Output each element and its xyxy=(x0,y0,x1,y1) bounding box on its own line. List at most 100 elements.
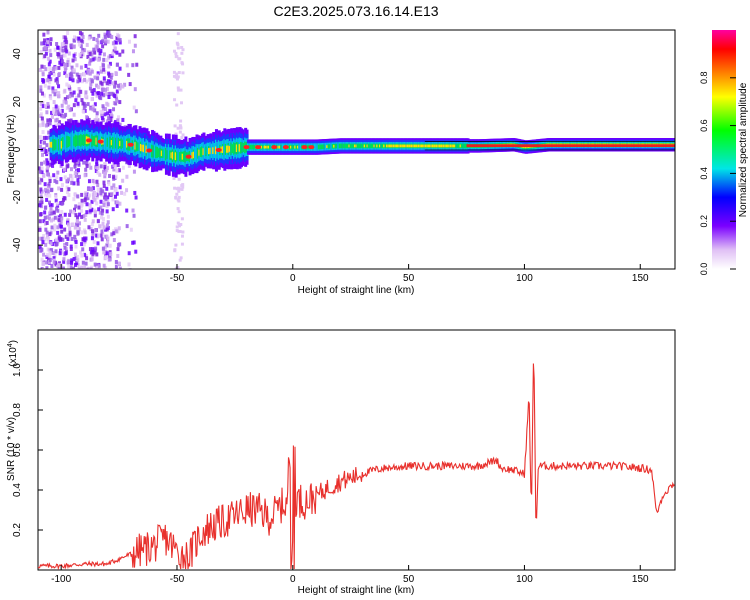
noise-cell xyxy=(84,90,88,95)
noise-cell xyxy=(91,178,95,183)
noise-cell xyxy=(75,219,79,224)
noise-cell xyxy=(77,157,81,162)
noise-cell xyxy=(81,247,85,252)
noise-cell xyxy=(132,213,136,218)
noise-cell xyxy=(106,102,110,107)
noise-cell xyxy=(104,39,108,44)
noise-cell xyxy=(76,194,80,199)
ridge-peak xyxy=(308,145,315,150)
noise-cell xyxy=(56,203,60,208)
noise-cell xyxy=(105,58,109,63)
noise-cell xyxy=(131,240,135,245)
noise-cell xyxy=(60,201,64,206)
noise-cell xyxy=(44,67,48,72)
noise-cell xyxy=(67,104,71,109)
noise-cell xyxy=(80,50,84,55)
noise-cell xyxy=(105,223,109,228)
y-tick-label: 20 xyxy=(12,96,23,108)
noise-cell xyxy=(42,65,46,70)
noise-cell xyxy=(45,161,49,166)
noise-cell xyxy=(41,240,45,245)
noise-cell xyxy=(114,187,118,192)
noise-cell xyxy=(84,93,88,98)
snr-series-line xyxy=(38,363,675,570)
noise-cell xyxy=(74,193,78,198)
noise-cell xyxy=(86,266,90,269)
noise-cell xyxy=(128,82,132,87)
noise-cell xyxy=(79,44,83,49)
noise-cell xyxy=(107,55,111,60)
noise-cell xyxy=(60,103,64,108)
noise-cell xyxy=(41,79,45,84)
noise-cell xyxy=(43,210,47,215)
noise-cell xyxy=(48,71,52,76)
noise-cell xyxy=(39,212,43,217)
noise-cell xyxy=(48,210,52,215)
noise-cell xyxy=(91,57,95,62)
noise-cell xyxy=(86,70,90,75)
noise-cell xyxy=(174,75,178,79)
noise-cell xyxy=(100,91,104,96)
noise-cell xyxy=(177,177,181,181)
noise-cell xyxy=(114,259,118,264)
noise-cell xyxy=(96,170,100,175)
noise-cell xyxy=(76,120,80,125)
noise-cell xyxy=(134,249,138,254)
noise-cell xyxy=(102,76,106,81)
noise-cell xyxy=(89,165,93,170)
noise-cell xyxy=(107,64,111,69)
noise-cell xyxy=(76,101,80,106)
noise-cell xyxy=(76,258,80,263)
noise-cell xyxy=(99,69,103,74)
noise-cell xyxy=(41,120,45,125)
noise-cell xyxy=(44,135,48,140)
noise-cell xyxy=(103,32,107,37)
noise-cell xyxy=(118,201,122,206)
noise-cell xyxy=(52,260,56,265)
noise-cell xyxy=(127,251,131,256)
noise-cell xyxy=(115,89,119,94)
noise-cell xyxy=(41,267,45,269)
noise-cell xyxy=(59,62,63,67)
noise-cell xyxy=(58,109,62,114)
noise-cell xyxy=(80,192,84,197)
noise-cell xyxy=(110,72,114,77)
noise-cell xyxy=(112,237,116,242)
noise-cell xyxy=(74,240,78,245)
noise-cell xyxy=(176,86,180,90)
noise-cell xyxy=(89,58,93,63)
noise-cell xyxy=(102,184,106,189)
noise-cell xyxy=(62,99,66,104)
noise-cell xyxy=(87,179,91,184)
noise-cell xyxy=(66,222,70,227)
y-tick-label: 0.8 xyxy=(12,403,23,417)
noise-cell xyxy=(43,205,47,210)
noise-cell xyxy=(55,42,59,47)
noise-cell xyxy=(125,63,129,68)
noise-cell xyxy=(125,188,129,193)
ridge-peak xyxy=(243,145,250,150)
noise-cell xyxy=(48,250,52,255)
noise-cell xyxy=(102,93,106,98)
noise-cell xyxy=(104,87,108,92)
noise-cell xyxy=(68,173,72,178)
noise-cell xyxy=(83,230,87,235)
noise-cell xyxy=(106,202,110,207)
noise-cell xyxy=(61,197,65,202)
noise-cell xyxy=(54,237,58,242)
noise-cell xyxy=(110,192,114,197)
noise-cell xyxy=(90,236,94,241)
noise-cell xyxy=(103,162,107,167)
noise-cell xyxy=(133,87,137,92)
noise-cell xyxy=(181,230,185,234)
noise-cell xyxy=(84,261,88,266)
y-tick-label: -40 xyxy=(12,237,23,252)
noise-cell xyxy=(180,136,184,140)
noise-cell xyxy=(54,78,58,83)
noise-cell xyxy=(113,40,117,45)
x-tick-label: 0 xyxy=(290,574,296,585)
noise-cell xyxy=(117,226,121,231)
noise-cell xyxy=(53,47,57,52)
noise-cell xyxy=(75,36,79,41)
noise-cell xyxy=(114,174,118,179)
